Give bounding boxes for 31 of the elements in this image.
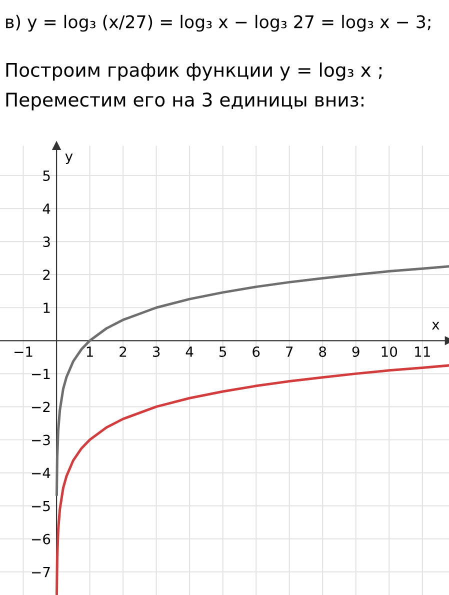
y-axis-title: y [65, 154, 73, 164]
y-tick-label: 3 [43, 236, 50, 248]
x-tick-label: 10 [382, 346, 398, 357]
text: Переместим его на 3 единицы вниз: [6, 92, 364, 110]
x-tick-label: 7 [286, 346, 293, 357]
chart-title: в) y = log₃ (x/27) = log₃ x − log₃ 27 = log₃ x − 3; [6, 14, 430, 32]
x-tick-label: 5 [219, 346, 226, 357]
x-tick-label: 9 [352, 346, 360, 357]
x-tick-label: 3 [152, 346, 160, 357]
y-tick-label: −4 [32, 468, 50, 478]
y-tick-label: −6 [32, 534, 50, 544]
x-tick-label: 2 [120, 346, 126, 357]
x-tick-label: 4 [186, 346, 194, 357]
x-axis-title: x [432, 322, 440, 330]
y-tick-label: 1 [44, 302, 50, 313]
x-tick-label: −1 [14, 346, 32, 357]
y-tick-label: 2 [43, 270, 50, 280]
y-tick-label: −2 [32, 402, 50, 412]
y-tick-label: −3 [32, 434, 50, 446]
text: Построим график функции y = log₃ x ; [6, 62, 382, 81]
y-tick-label: −1 [32, 368, 50, 379]
x-tick-label: 11 [415, 346, 430, 357]
y-tick-label: 5 [43, 170, 50, 181]
y-tick-label: −7 [32, 567, 50, 578]
line-series [55, 364, 449, 595]
x-tick-label: 8 [319, 346, 326, 357]
y-tick-label: 4 [42, 204, 50, 214]
x-tick-label: 1 [86, 346, 93, 357]
y-tick-label: −5 [32, 500, 50, 512]
line-series [55, 265, 449, 496]
x-tick-label: 6 [252, 346, 260, 357]
